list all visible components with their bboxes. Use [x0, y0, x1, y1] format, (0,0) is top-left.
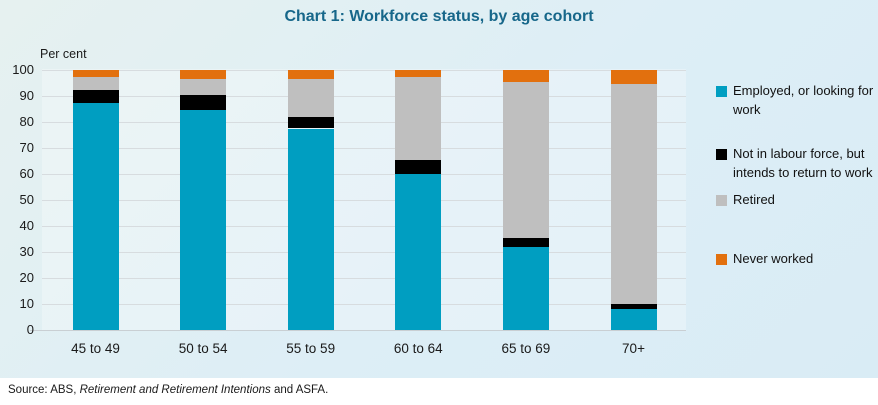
x-category-label: 45 to 49: [71, 341, 120, 356]
y-tick-label: 10: [19, 296, 34, 311]
bar-segment: [72, 102, 119, 330]
gridline: [42, 304, 686, 305]
source-italic: Retirement and Retirement Intentions: [79, 384, 271, 396]
legend-swatch: [716, 253, 727, 265]
bar-segment: [502, 246, 549, 330]
bar-segment: [180, 94, 227, 111]
bar-segment: [287, 128, 334, 330]
gridline: [42, 174, 686, 175]
bar-segment: [180, 79, 227, 95]
source-note: Source: ABS, Retirement and Retirement I…: [8, 384, 328, 396]
bar-segment: [72, 89, 119, 103]
y-tick-label: 0: [26, 322, 34, 337]
legend-item: Employed, or looking for work: [716, 82, 874, 119]
chart-title: Chart 1: Workforce status, by age cohort: [284, 8, 594, 25]
y-tick-label: 30: [19, 244, 34, 259]
gridline: [42, 278, 686, 279]
bar-segment: [610, 304, 657, 310]
chart-panel: Chart 1: Workforce status, by age cohort…: [0, 0, 878, 378]
bar-segment: [180, 110, 227, 330]
gridline: [42, 122, 686, 123]
bar-segment: [72, 70, 119, 77]
y-tick-label: 70: [19, 140, 34, 155]
legend-item: Never worked: [716, 250, 874, 269]
legend-label: Retired: [733, 192, 775, 207]
y-axis-title: Per cent: [40, 47, 87, 61]
y-tick-label: 80: [19, 114, 34, 129]
legend-swatch: [716, 195, 727, 206]
gridline: [42, 252, 686, 253]
bar-segment: [287, 116, 334, 129]
bar-segment: [395, 76, 442, 160]
x-category-label: 50 to 54: [178, 341, 228, 356]
y-tick-label: 40: [19, 218, 34, 233]
source-prefix: Source: ABS,: [8, 384, 80, 396]
bar-segment: [395, 174, 442, 330]
bar-segment: [610, 84, 657, 304]
source-suffix: and ASFA.: [270, 384, 329, 396]
bar-segment: [180, 70, 227, 80]
y-tick-label: 90: [19, 88, 34, 103]
legend-swatch: [716, 86, 727, 97]
x-axis-line: [30, 330, 686, 331]
plot-area: [42, 69, 686, 330]
legend-item: Not in labour force, but intends to retu…: [716, 145, 874, 182]
bar-segment: [610, 70, 657, 85]
x-category-label: 60 to 64: [393, 341, 443, 356]
bar-segment: [502, 237, 549, 247]
bar-segment: [502, 70, 549, 82]
y-tick-label: 20: [19, 270, 34, 285]
y-tick-label: 100: [12, 62, 34, 77]
y-tick-label: 60: [19, 166, 34, 181]
bar-segment: [287, 79, 334, 117]
bar-segment: [72, 76, 119, 90]
gridline: [42, 148, 686, 149]
bar-segment: [395, 70, 442, 77]
gridline: [42, 96, 686, 97]
x-category-label: 70+: [622, 341, 645, 356]
x-category-label: 55 to 59: [286, 341, 336, 356]
legend-label: Not in labour force, but intends to retu…: [733, 146, 873, 180]
y-tick-label: 50: [19, 192, 34, 207]
gridline: [42, 70, 686, 71]
legend-label: Employed, or looking for work: [733, 83, 874, 117]
gridline: [42, 226, 686, 227]
bar-segment: [395, 159, 442, 174]
bar-segment: [287, 70, 334, 80]
gridline: [42, 200, 686, 201]
legend-item: Retired: [716, 191, 874, 210]
legend: Employed, or looking for work Not in labo…: [716, 82, 874, 268]
bar-segment: [502, 81, 549, 238]
bar-segment: [610, 309, 657, 330]
x-category-label: 65 to 69: [501, 341, 551, 356]
legend-label: Never worked: [733, 250, 814, 266]
legend-swatch: [716, 149, 727, 160]
